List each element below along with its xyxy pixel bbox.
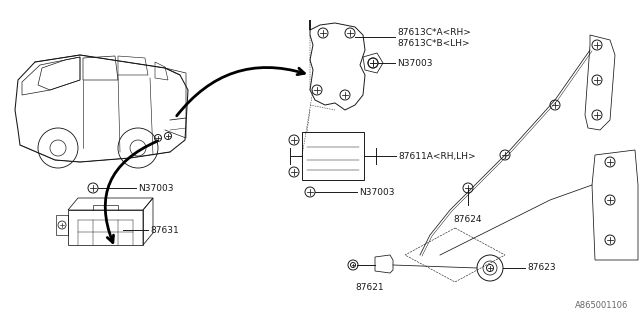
Text: 87621: 87621	[356, 283, 384, 292]
Text: 87613C*A<RH>: 87613C*A<RH>	[397, 28, 471, 36]
Text: N37003: N37003	[397, 59, 433, 68]
Text: A865001106: A865001106	[575, 301, 628, 310]
Text: 87631: 87631	[150, 226, 179, 235]
Text: N37003: N37003	[138, 183, 173, 193]
Text: 87624: 87624	[454, 215, 483, 224]
Text: N37003: N37003	[359, 188, 394, 196]
Text: 87613C*B<LH>: 87613C*B<LH>	[397, 38, 470, 47]
Text: 87611A<RH,LH>: 87611A<RH,LH>	[398, 151, 476, 161]
Text: 87623: 87623	[527, 263, 556, 273]
